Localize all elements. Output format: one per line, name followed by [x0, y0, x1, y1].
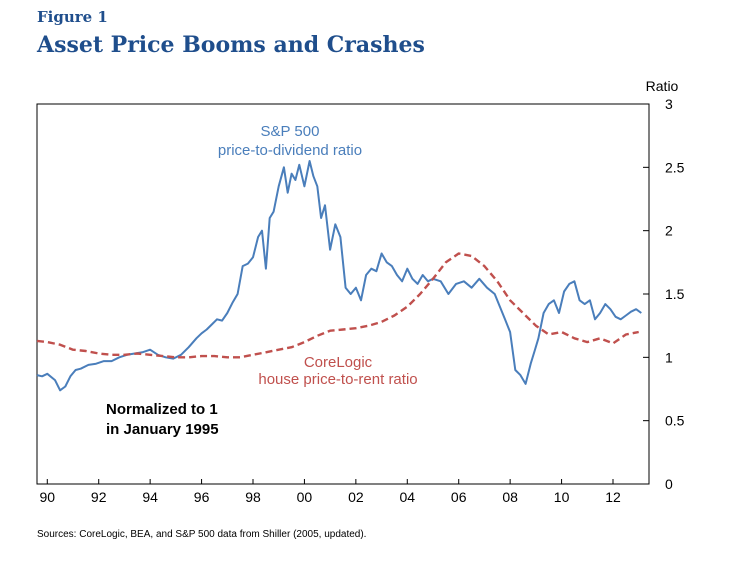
x-tick-label: 02	[348, 489, 364, 505]
sp500-label-line2: price-to-dividend ratio	[218, 142, 362, 159]
x-tick-label: 90	[39, 489, 55, 505]
corelogic-label-line2: house price-to-rent ratio	[258, 371, 417, 388]
figure-label: Figure 1	[37, 8, 108, 26]
y-tick-label: 0	[665, 476, 673, 492]
x-tick-label: 04	[399, 489, 415, 505]
x-tick-label: 94	[142, 489, 158, 505]
x-axis: 90 92 94 96 98 00 02 04 06 08 10 12	[39, 479, 621, 505]
normalization-note-line1: Normalized to 1	[106, 401, 218, 418]
x-tick-label: 06	[451, 489, 467, 505]
x-tick-label: 10	[554, 489, 570, 505]
normalization-note-line2: in January 1995	[106, 421, 219, 438]
corelogic-series-line	[36, 252, 639, 359]
y-tick-label: 3	[665, 96, 673, 112]
series-group	[36, 160, 642, 392]
y-axis-title: Ratio	[646, 78, 679, 94]
y-tick-label: 2.5	[665, 159, 685, 175]
y-tick-label: 0.5	[665, 413, 685, 429]
x-tick-label: 96	[194, 489, 210, 505]
x-tick-label: 08	[502, 489, 518, 505]
corelogic-label-line1: CoreLogic	[304, 354, 373, 371]
y-tick-label: 2	[665, 223, 673, 239]
y-axis: 0 0.5 1 1.5 2 2.5 3	[643, 96, 685, 492]
source-note: Sources: CoreLogic, BEA, and S&P 500 dat…	[37, 529, 367, 540]
sp500-label-line1: S&P 500	[261, 123, 320, 140]
line-chart: Ratio 0 0.5 1 1.5 2 2.5 3 90 92 94 96 98 00 02 04 06 08…	[36, 78, 685, 505]
x-tick-label: 92	[91, 489, 107, 505]
figure-title: Asset Price Booms and Crashes	[37, 32, 425, 58]
x-tick-label: 12	[605, 489, 621, 505]
x-tick-label: 98	[245, 489, 261, 505]
y-tick-label: 1	[665, 349, 673, 365]
y-tick-label: 1.5	[665, 286, 685, 302]
x-tick-label: 00	[297, 489, 313, 505]
